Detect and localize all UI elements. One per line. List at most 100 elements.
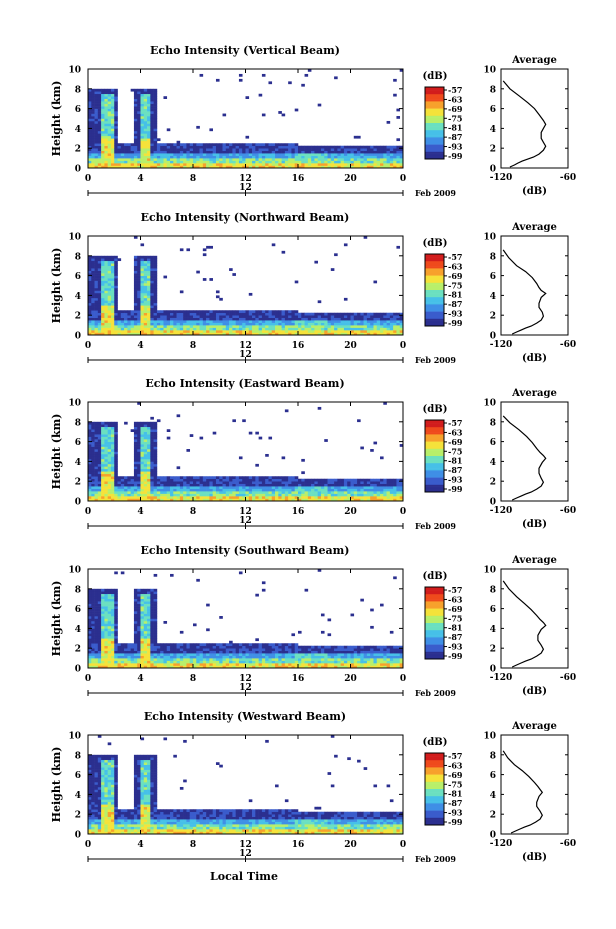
colorbar-tick-label: -87	[448, 798, 462, 808]
date-tick-label: 12	[239, 683, 252, 693]
y-tick-label: 10	[68, 566, 81, 576]
colorbar-tick-label: -63	[448, 760, 463, 770]
colorbar-tick-label: -87	[448, 299, 462, 309]
profile-frame	[500, 734, 569, 835]
y-tick-label: 10	[68, 399, 81, 409]
profile-y-tick-label: 8	[490, 252, 496, 262]
heatmap-cells	[88, 735, 404, 835]
profile-line	[502, 580, 547, 668]
colorbar-tick-label: -81	[448, 456, 462, 466]
profile-x-tick-label: -120	[490, 340, 513, 350]
y-tick-label: 2	[75, 145, 81, 155]
y-tick-label: 8	[75, 585, 81, 595]
colorbar-unit-label: (dB)	[423, 238, 448, 249]
panel-3: Echo Intensity (Southward Beam) 0 2 4 6 8 10 He…	[50, 544, 576, 698]
y-tick-label: 6	[75, 438, 81, 448]
x-tick-label: 0	[400, 840, 406, 850]
y-tick-label: 0	[75, 332, 81, 342]
x-tick-label: 4	[137, 674, 143, 684]
colorbar-tick-label: -69	[448, 104, 463, 114]
profile-x-axis-label: (dB)	[522, 686, 547, 697]
profile-line	[502, 750, 544, 834]
colorbar-tick-label: -63	[448, 427, 463, 437]
colorbar-tick-label: -63	[448, 261, 463, 271]
profile-y-tick-label: 4	[490, 292, 496, 302]
profile-x-axis-label: (dB)	[522, 852, 547, 863]
colorbar-tick-label: -57	[448, 751, 462, 761]
colorbar-tick-label: -57	[448, 252, 462, 262]
x-tick-label: 16	[292, 674, 305, 684]
x-tick-label: 0	[85, 840, 91, 850]
profile-frame	[500, 401, 569, 502]
y-tick-label: 0	[75, 665, 81, 675]
profile-x-axis-label: (dB)	[522, 186, 547, 197]
date-label: Feb 2009	[415, 188, 456, 198]
panel-title: Echo Intensity (Northward Beam)	[141, 211, 350, 224]
profile-x-axis-label: (dB)	[522, 519, 547, 530]
colorbar-tick-label: -75	[448, 280, 462, 290]
x-tick-label: 8	[190, 174, 196, 184]
profile-y-tick-label: 4	[490, 791, 496, 801]
colorbar-tick-label: -69	[448, 770, 463, 780]
x-tick-label: 0	[85, 674, 91, 684]
colorbar-tick-label: -93	[448, 808, 463, 818]
colorbar-tick-label: -75	[448, 613, 462, 623]
profile-x-tick-label: -60	[560, 673, 576, 683]
profile-title: Average	[511, 55, 557, 66]
date-label: Feb 2009	[415, 854, 456, 864]
profile-y-tick-label: 10	[483, 66, 496, 76]
colorbar-tick-label: -99	[448, 484, 463, 494]
profile-y-tick-label: 4	[490, 458, 496, 468]
profile-y-tick-label: 8	[490, 85, 496, 95]
date-label: Feb 2009	[415, 521, 456, 531]
profile-y-tick-label: 4	[490, 125, 496, 135]
x-tick-label: 0	[85, 341, 91, 351]
profile-title: Average	[511, 222, 557, 233]
colorbar-tick-label: -93	[448, 142, 463, 152]
y-tick-label: 10	[68, 233, 81, 243]
x-tick-label: 16	[292, 174, 305, 184]
profile-frame	[500, 235, 569, 336]
x-tick-label: 0	[85, 174, 91, 184]
colorbar-tick-label: -81	[448, 623, 462, 633]
panel-1: Echo Intensity (Northward Beam) 0 2 4 6 8 10 He…	[50, 211, 576, 365]
x-tick-label: 20	[344, 507, 357, 517]
x-tick-label: 0	[400, 174, 406, 184]
y-tick-label: 4	[75, 292, 81, 302]
y-tick-label: 6	[75, 272, 81, 282]
heatmap-cells	[88, 69, 404, 169]
profile-frame	[500, 68, 569, 169]
panel-2: Echo Intensity (Eastward Beam) 0 2 4 6 8 10 Hei…	[50, 377, 576, 531]
y-axis-label: Height (km)	[50, 81, 63, 157]
x-tick-label: 4	[137, 840, 143, 850]
heatmap-cells	[88, 402, 404, 502]
colorbar-tick-label: -99	[448, 817, 463, 827]
y-tick-label: 2	[75, 811, 81, 821]
y-tick-label: 8	[75, 418, 81, 428]
x-tick-label: 16	[292, 341, 305, 351]
colorbar-tick-label: -99	[448, 651, 463, 661]
x-tick-label: 20	[344, 341, 357, 351]
profile-line	[502, 80, 547, 168]
date-tick-label: 12	[239, 849, 252, 859]
x-tick-label: 8	[190, 674, 196, 684]
colorbar-tick-label: -57	[448, 85, 462, 95]
colorbar-tick-label: -57	[448, 585, 462, 595]
y-tick-label: 10	[68, 732, 81, 742]
colorbar-unit-label: (dB)	[423, 404, 448, 415]
profile-y-tick-label: 10	[483, 566, 496, 576]
colorbar: -57-63-69-75-81-87-93-99	[424, 252, 463, 328]
date-tick-label: 12	[239, 350, 252, 360]
panel-title: Echo Intensity (Southward Beam)	[141, 544, 350, 557]
profile-y-tick-label: 2	[490, 811, 496, 821]
y-axis-label: Height (km)	[50, 414, 63, 490]
colorbar-tick-label: -75	[448, 779, 462, 789]
profile-y-tick-label: 10	[483, 399, 496, 409]
x-tick-label: 8	[190, 840, 196, 850]
colorbar-tick-label: -69	[448, 437, 463, 447]
x-tick-label: 12	[239, 674, 252, 684]
x-tick-label: 12	[239, 174, 252, 184]
x-tick-label: 0	[400, 674, 406, 684]
x-tick-label: 20	[344, 174, 357, 184]
panel-title: Echo Intensity (Eastward Beam)	[145, 377, 344, 390]
